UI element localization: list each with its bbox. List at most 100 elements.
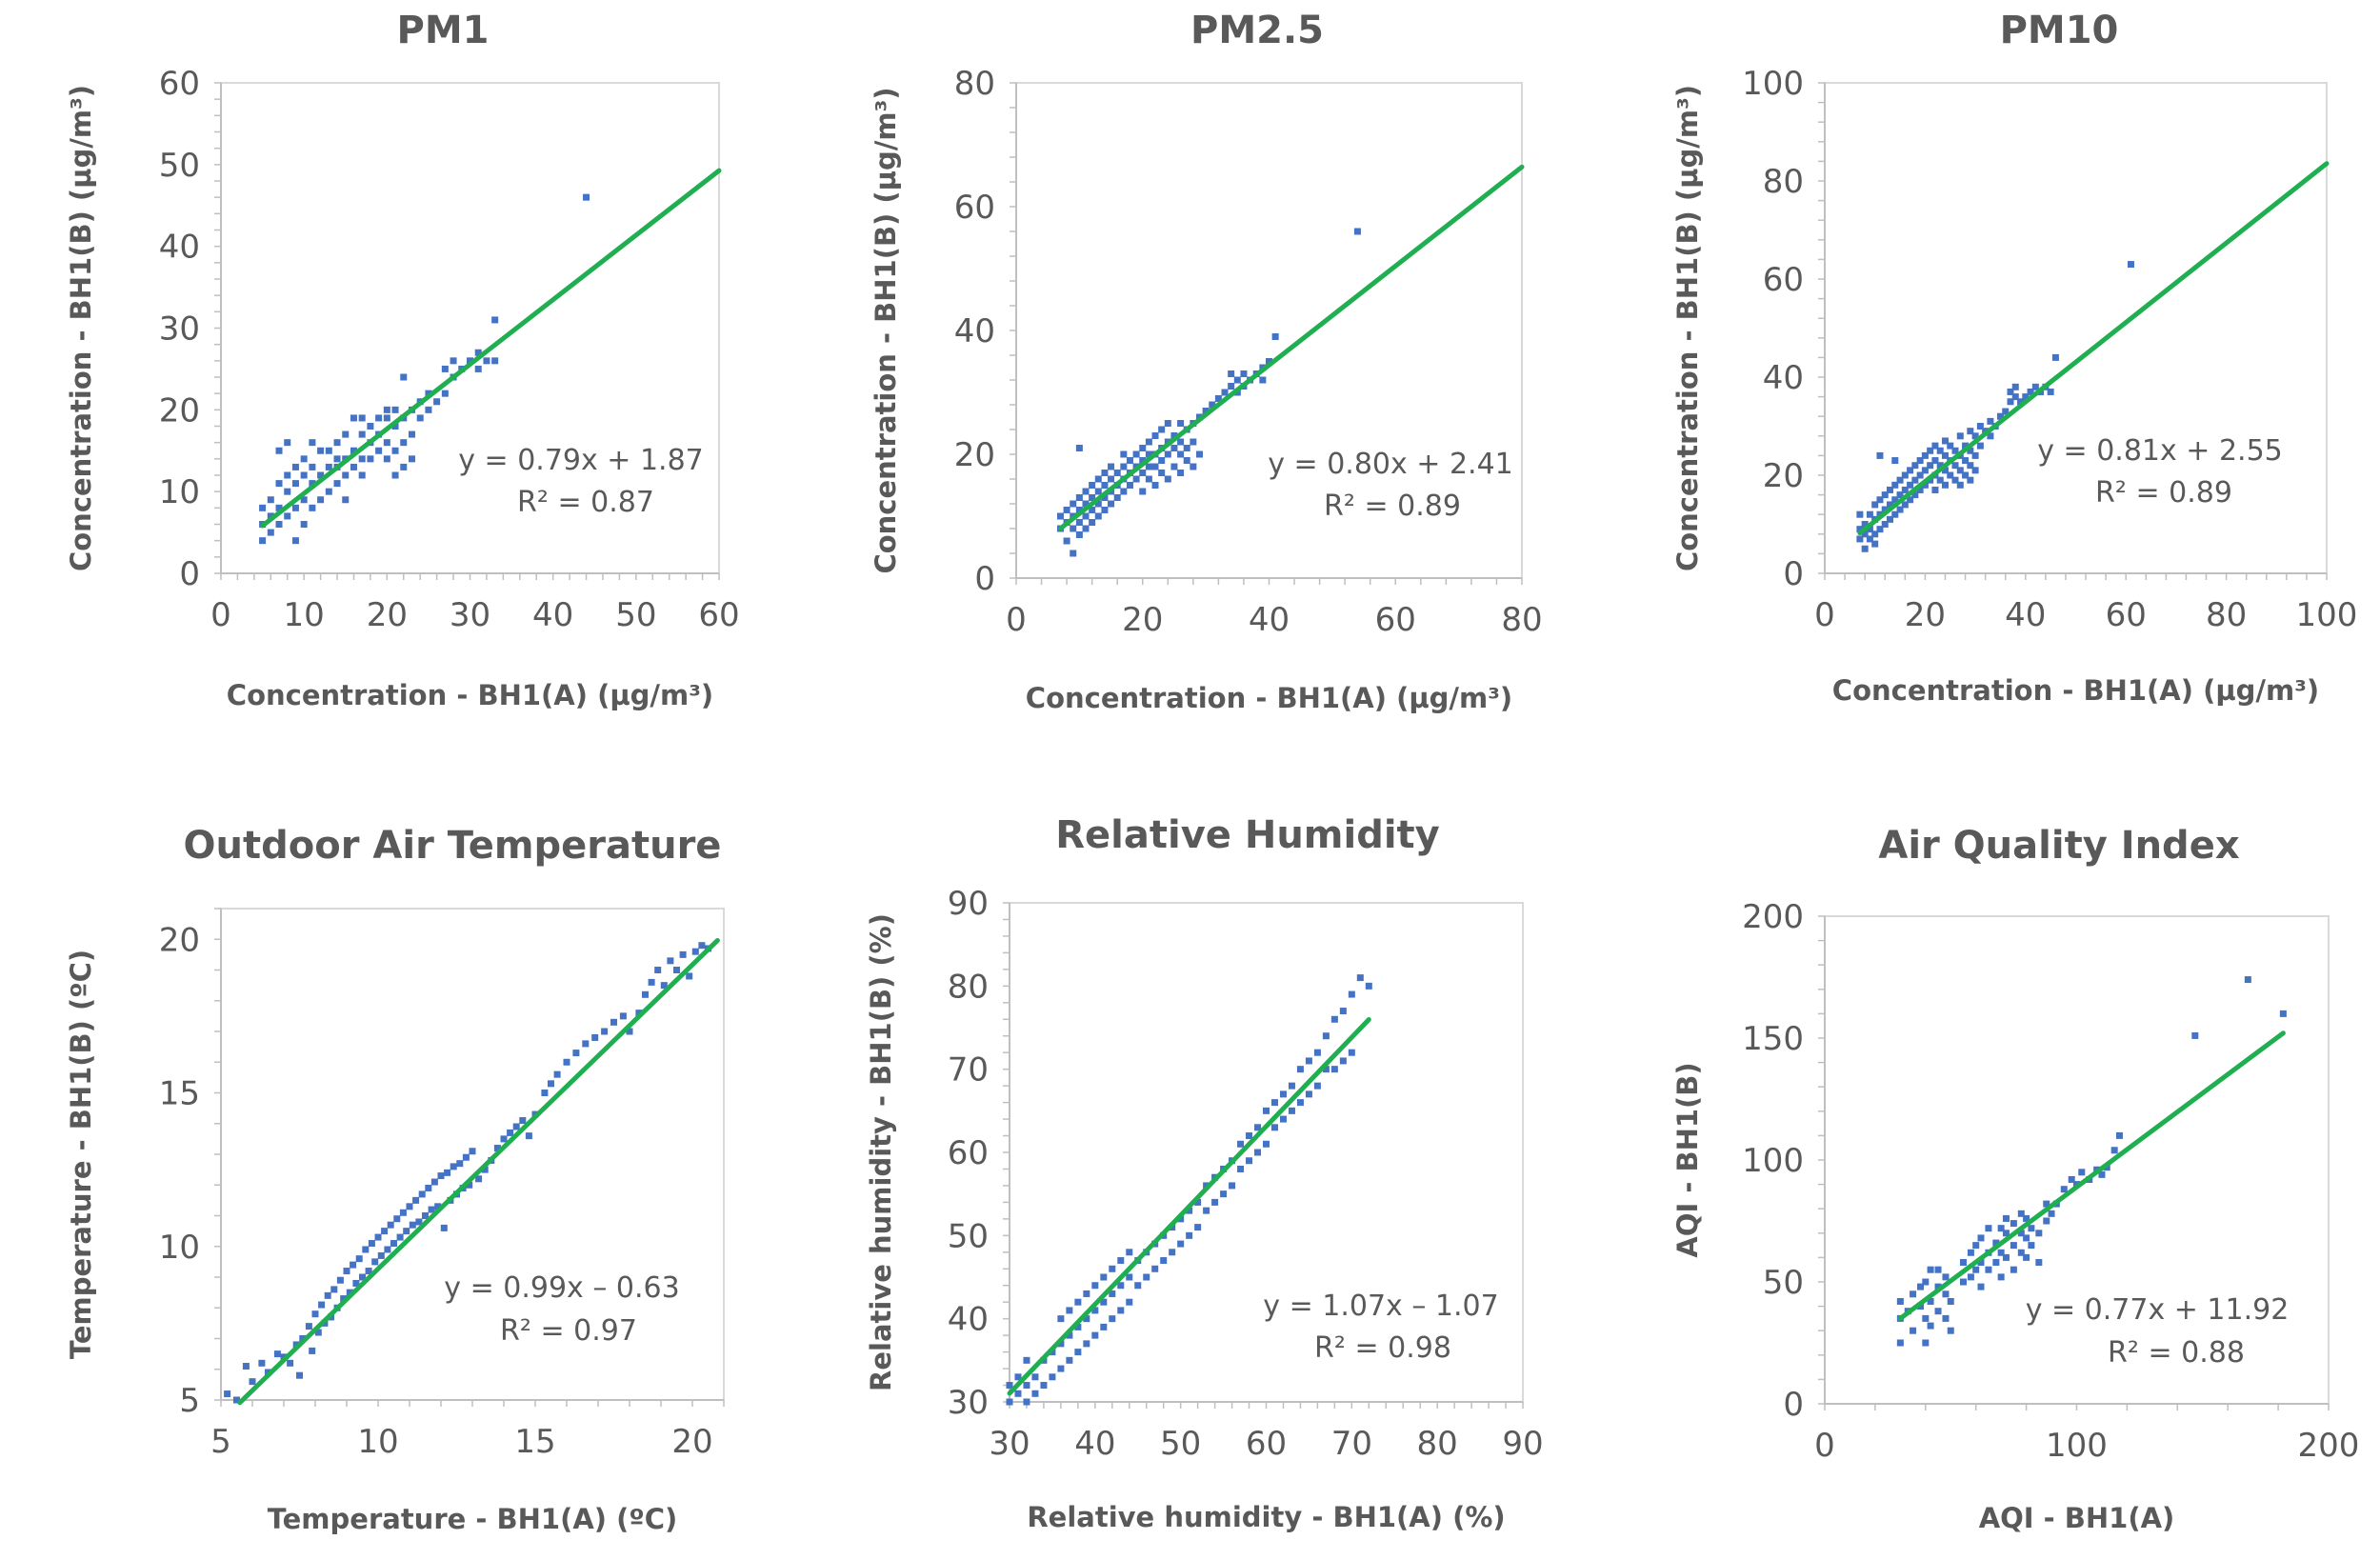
aqi-point xyxy=(1977,1234,1985,1242)
aqi-point xyxy=(2017,1249,2025,1256)
pm10-equation: y = 0.81x + 2.55 xyxy=(2037,434,2283,468)
pm10-point xyxy=(1941,451,1949,459)
pm25-point xyxy=(1139,470,1147,476)
pm25-point xyxy=(1164,475,1171,483)
humidity-point xyxy=(1117,1257,1125,1265)
pm1-point xyxy=(300,471,308,479)
temperature-point xyxy=(415,1218,423,1226)
pm25-point xyxy=(1089,482,1096,489)
pm25-point xyxy=(1126,457,1133,464)
humidity-point xyxy=(1237,1140,1245,1148)
humidity-point xyxy=(1151,1265,1159,1272)
humidity-x-tick-label: 90 xyxy=(1502,1425,1543,1463)
aqi-point xyxy=(1959,1278,1967,1286)
pm10-point xyxy=(1921,467,1929,474)
temperature-x-axis-label: Temperature - BH1(A) (ºC) xyxy=(268,1503,678,1535)
pm25-point xyxy=(1120,463,1128,470)
pm25-trendline xyxy=(1057,164,1525,531)
aqi-point xyxy=(1972,1242,1980,1250)
pm10-x-tick-label: 40 xyxy=(2005,596,2046,634)
pm25-point xyxy=(1113,494,1121,501)
aqi-point xyxy=(1985,1266,1992,1273)
humidity-point xyxy=(1313,1082,1321,1090)
temperature-point xyxy=(352,1279,360,1287)
aqi-point xyxy=(2023,1253,2030,1261)
pm1-x-tick-label: 10 xyxy=(284,596,325,634)
pm1-panel: PM1 0 10 20 30 40 50 60 0 10 20 30 40 50 60 Concentrati… xyxy=(65,9,740,711)
pm10-point xyxy=(2051,353,2059,361)
temperature-point xyxy=(403,1228,410,1235)
temperature-point xyxy=(601,1028,609,1035)
pm10-point xyxy=(1967,447,1974,454)
humidity-point xyxy=(1288,1107,1295,1114)
pm10-point xyxy=(1881,491,1889,499)
humidity-point xyxy=(1279,1090,1287,1098)
pm1-point xyxy=(400,439,408,447)
pm25-x-tick-label: 40 xyxy=(1249,601,1290,639)
humidity-point xyxy=(1270,1124,1278,1131)
pm10-y-tick-label: 60 xyxy=(1763,261,1804,299)
pm25-point xyxy=(1240,370,1248,377)
humidity-point xyxy=(1169,1249,1176,1256)
pm1-point xyxy=(375,414,383,422)
pm25-title: PM2.5 xyxy=(1190,9,1324,52)
pm1-point xyxy=(441,365,449,372)
pm25-point xyxy=(1177,470,1185,476)
pm25-point xyxy=(1082,525,1090,532)
aqi-point xyxy=(2017,1230,2025,1237)
pm25-point xyxy=(1094,488,1102,495)
pm10-point xyxy=(1871,501,1879,509)
humidity-y-tick-label: 30 xyxy=(948,1384,989,1422)
aqi-point xyxy=(1934,1266,1942,1273)
pm25-y-tick-label: 40 xyxy=(954,312,995,350)
humidity-point xyxy=(1100,1323,1108,1330)
humidity-y-tick-label: 80 xyxy=(948,968,989,1006)
pm1-point xyxy=(483,357,490,365)
pm25-point xyxy=(1070,550,1077,557)
temperature-point xyxy=(507,1129,514,1136)
temperature-point xyxy=(563,1058,570,1066)
aqi-point xyxy=(2048,1210,2055,1217)
aqi-point xyxy=(2002,1214,2010,1222)
humidity-plot-frame xyxy=(1009,902,1524,1403)
humidity-point xyxy=(1339,1008,1347,1015)
temperature-point xyxy=(691,948,699,955)
pm25-point xyxy=(1145,450,1152,458)
humidity-point xyxy=(1160,1257,1168,1265)
aqi-point xyxy=(1927,1322,1934,1330)
aqi-plot-frame xyxy=(1824,915,2330,1405)
humidity-point xyxy=(1006,1398,1013,1406)
pm10-panel: PM10 0 20 40 60 80 100 0 20 40 60 80 100 Concentratio… xyxy=(1671,9,2357,707)
pm10-point xyxy=(1931,457,1939,465)
aqi-point xyxy=(1942,1273,1950,1281)
pm10-point xyxy=(1876,526,1884,533)
pm10-point xyxy=(1971,432,1979,440)
humidity-x-tick-label: 50 xyxy=(1160,1425,1201,1463)
aqi-point xyxy=(1967,1249,1974,1256)
aqi-point xyxy=(1972,1266,1980,1273)
temperature-point xyxy=(493,1145,501,1152)
temperature-point xyxy=(324,1291,331,1299)
temperature-point xyxy=(362,1246,370,1253)
pm10-point xyxy=(1911,476,1919,484)
humidity-point xyxy=(1031,1390,1039,1397)
pm25-point xyxy=(1151,432,1159,439)
temperature-y-tick-label: 15 xyxy=(159,1075,200,1113)
humidity-point xyxy=(1109,1315,1116,1323)
aqi-point xyxy=(2010,1242,2017,1250)
pm1-y-tick-label: 30 xyxy=(159,310,200,349)
aqi-point xyxy=(1947,1327,1954,1334)
pm10-point xyxy=(1861,530,1869,538)
pm10-point xyxy=(1916,486,1924,493)
pm10-point xyxy=(1956,467,1964,474)
pm25-point xyxy=(1082,500,1090,508)
pm1-point xyxy=(391,471,399,479)
pm10-point xyxy=(1907,481,1914,489)
humidity-point xyxy=(1040,1382,1048,1390)
pm25-point xyxy=(1082,488,1090,495)
humidity-point xyxy=(1049,1373,1056,1381)
pm25-point xyxy=(1094,500,1102,508)
temperature-y-tick-label: 10 xyxy=(159,1229,200,1267)
pm10-point xyxy=(1866,535,1873,543)
aqi-point xyxy=(2060,1186,2068,1193)
